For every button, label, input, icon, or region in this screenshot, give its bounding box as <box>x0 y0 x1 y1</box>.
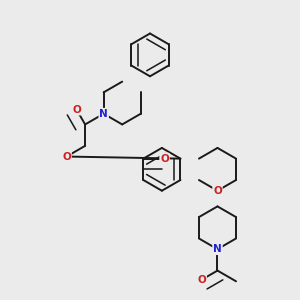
Text: O: O <box>72 105 81 115</box>
Text: N: N <box>99 109 108 119</box>
Text: O: O <box>62 152 71 161</box>
Text: O: O <box>213 186 222 196</box>
Text: N: N <box>213 244 222 254</box>
Text: O: O <box>160 154 169 164</box>
Text: O: O <box>197 275 206 285</box>
